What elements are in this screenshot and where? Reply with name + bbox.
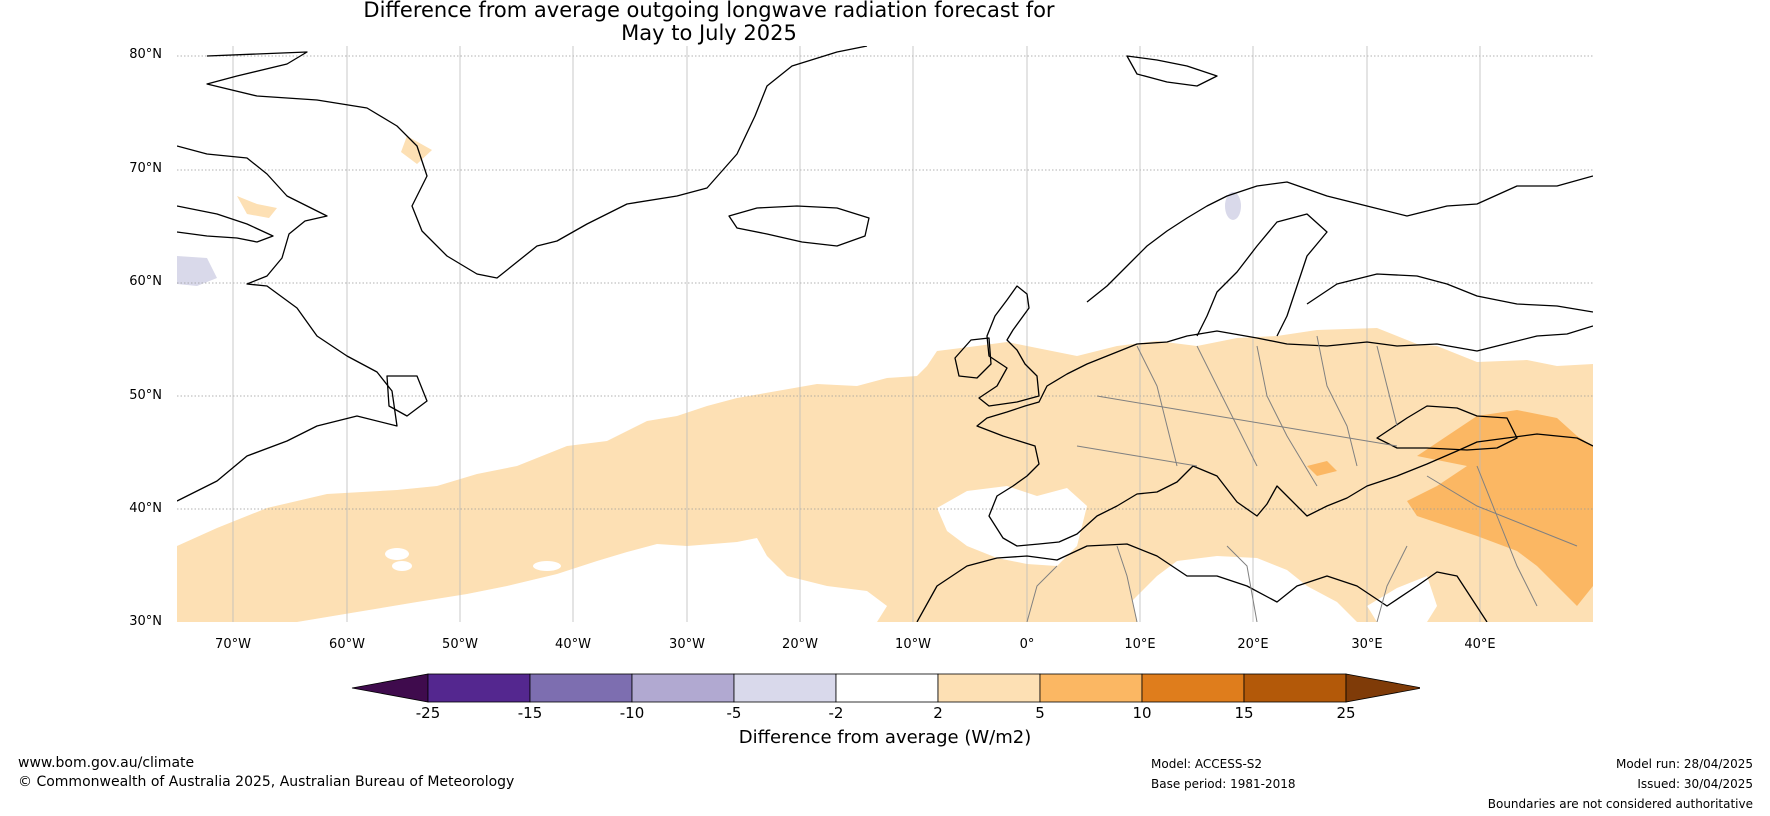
lon-label-10e: 10°E xyxy=(1124,637,1156,652)
europe-coast xyxy=(976,325,1593,547)
colorbar-segment xyxy=(427,673,531,703)
no-anomaly-area xyxy=(385,548,409,560)
colorbar-tick-label: -25 xyxy=(415,704,441,722)
coastlines xyxy=(177,46,1593,622)
anomaly-area-2-5 xyxy=(177,324,1593,622)
uk-coast xyxy=(978,285,1040,407)
colorbar-segment xyxy=(733,673,837,703)
lon-label-70w: 70°W xyxy=(215,637,251,652)
anomaly-area-neg-2-5 xyxy=(1225,192,1241,220)
no-anomaly-area xyxy=(937,486,1087,566)
colorbar-tick-label: -10 xyxy=(619,704,645,722)
colorbar-tick-label: -2 xyxy=(828,704,844,722)
meridians xyxy=(232,46,1481,622)
no-anomaly-area xyxy=(533,561,561,571)
lat-label-30n: 30°N xyxy=(129,614,162,629)
title-line-1: Difference from average outgoing longwav… xyxy=(363,0,1055,22)
canada-coast xyxy=(177,145,398,502)
colorbar-tick-label: 10 xyxy=(1132,704,1152,722)
colorbar-segment xyxy=(1141,673,1245,703)
lon-label-40e: 40°E xyxy=(1464,637,1496,652)
colorbar-extend-high xyxy=(1345,673,1420,703)
greenland-coast xyxy=(206,46,868,279)
title-line-2: May to July 2025 xyxy=(621,21,797,45)
lon-label-30w: 30°W xyxy=(669,637,705,652)
lon-label-20w: 20°W xyxy=(782,637,818,652)
lat-label-70n: 70°N xyxy=(129,161,162,176)
lon-label-0: 0° xyxy=(1019,637,1035,652)
colorbar-tick-label: -15 xyxy=(517,704,543,722)
no-anomaly-area xyxy=(177,538,887,622)
lat-label-80n: 80°N xyxy=(129,47,162,62)
colorbar-tick-label: -5 xyxy=(726,704,742,722)
colorbar-segment xyxy=(835,673,939,703)
map-panel xyxy=(177,46,1593,622)
anomaly-area-neg-2-5 xyxy=(177,256,217,286)
colorbar-segment xyxy=(631,673,735,703)
norway-coast xyxy=(1086,175,1593,303)
lon-label-50w: 50°W xyxy=(442,637,478,652)
lat-label-40n: 40°N xyxy=(129,501,162,516)
no-anomaly-area xyxy=(1297,236,1477,330)
colorbar-segment xyxy=(529,673,633,703)
colorbar-tick-label: 25 xyxy=(1336,704,1356,722)
colorbar-segment xyxy=(1039,673,1143,703)
anomaly-area-5-10 xyxy=(1407,410,1593,606)
lat-label-60n: 60°N xyxy=(129,274,162,289)
no-anomaly-area xyxy=(392,561,412,571)
borders xyxy=(1026,335,1578,622)
colorbar-tick-label: 2 xyxy=(933,704,943,722)
gridlines xyxy=(177,55,1593,510)
anomaly-area-2-5 xyxy=(401,136,432,164)
footer-model-run: Model run: 28/04/2025 xyxy=(1615,757,1753,771)
lon-label-60w: 60°W xyxy=(329,637,365,652)
map-svg xyxy=(177,46,1593,622)
no-anomaly-area xyxy=(1132,556,1357,622)
sweden-coast xyxy=(1196,213,1328,337)
newfoundland-coast xyxy=(386,375,428,417)
anomaly-area-5-10 xyxy=(1307,461,1337,476)
colorbar-tick-label: 5 xyxy=(1035,704,1045,722)
lon-label-30e: 30°E xyxy=(1351,637,1383,652)
black-sea-coast xyxy=(1376,405,1518,451)
footer-base-period: Base period: 1981-2018 xyxy=(1151,777,1296,791)
svalbard-coast xyxy=(1126,55,1218,87)
no-anomaly-area xyxy=(1367,576,1437,622)
baffin-coast xyxy=(177,205,274,243)
colorbar-segment xyxy=(937,673,1041,703)
colorbar-label: Difference from average (W/m2) xyxy=(738,727,1032,748)
anomaly-area-2-5 xyxy=(237,196,277,218)
ireland-coast xyxy=(954,337,992,379)
africa-coast xyxy=(916,543,1488,622)
colorbar xyxy=(351,673,1420,703)
colorbar-extend-low xyxy=(351,673,429,703)
footer-copyright: © Commonwealth of Australia 2025, Austra… xyxy=(18,774,515,790)
lat-label-50n: 50°N xyxy=(129,388,162,403)
lon-label-40w: 40°W xyxy=(555,637,591,652)
lon-label-10w: 10°W xyxy=(895,637,931,652)
footer-disclaimer: Boundaries are not considered authoritat… xyxy=(1487,797,1753,811)
colorbar-segment xyxy=(1243,673,1347,703)
lon-label-20e: 20°E xyxy=(1237,637,1269,652)
footer-issued: Issued: 30/04/2025 xyxy=(1637,777,1753,791)
anomaly-shading xyxy=(177,136,1593,622)
colorbar-tick-label: 15 xyxy=(1234,704,1254,722)
footer-model: Model: ACCESS-S2 xyxy=(1151,757,1263,771)
chart-title: Difference from average outgoing longwav… xyxy=(0,0,1418,45)
iceland-coast xyxy=(728,205,870,247)
footer-url: www.bom.gov.au/climate xyxy=(18,755,195,771)
finland-coast xyxy=(1306,273,1593,313)
